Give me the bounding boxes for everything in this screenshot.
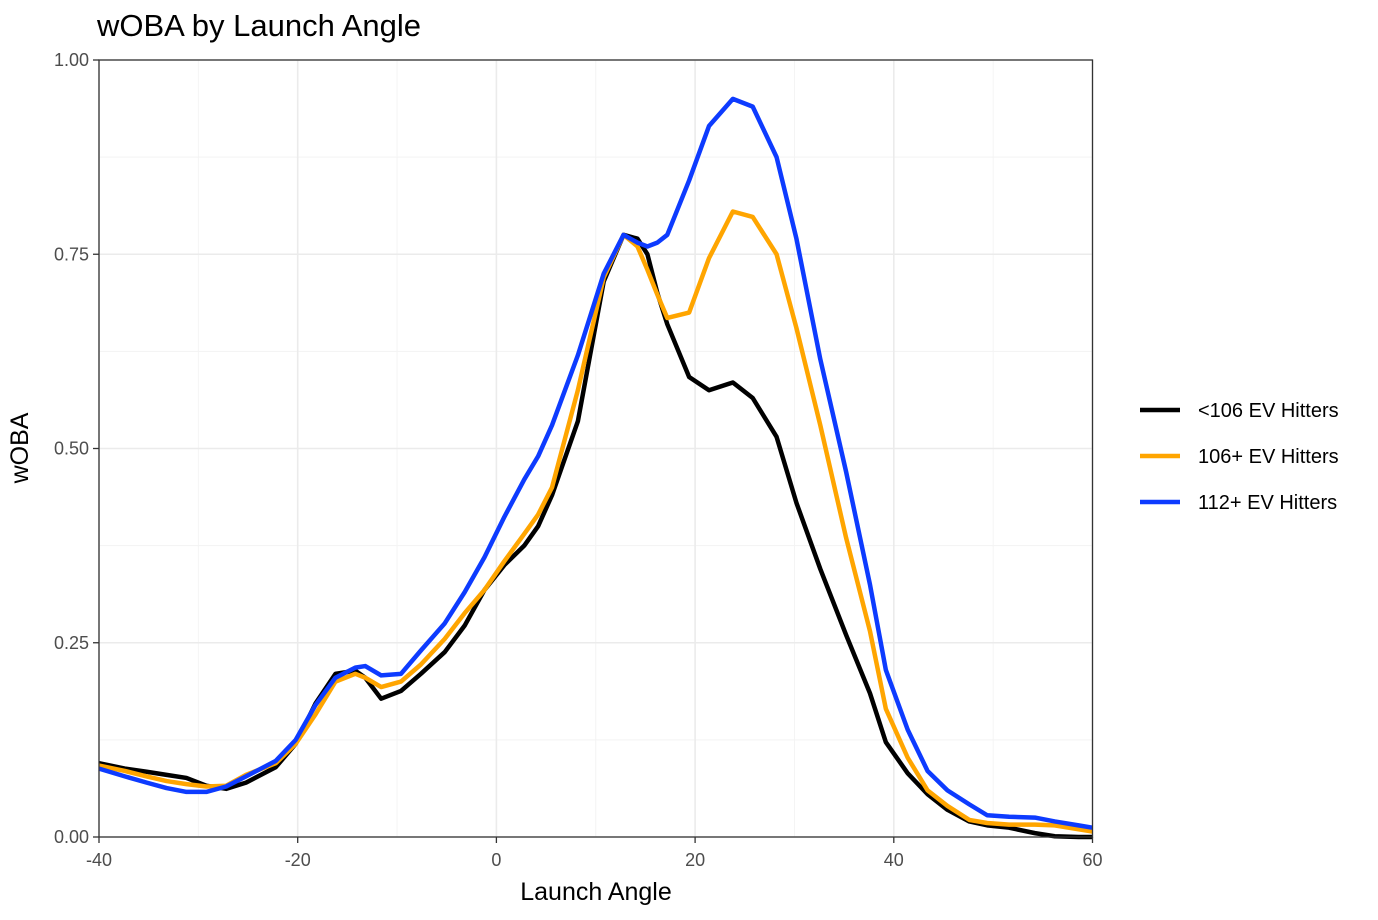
x-tick-label: 60: [1082, 850, 1102, 870]
x-tick-label: 0: [491, 850, 501, 870]
x-axis: -40 -20 0 20 40 60: [86, 837, 1103, 870]
x-tick-label: 40: [884, 850, 904, 870]
y-axis-title: wOBA: [6, 412, 34, 484]
legend-label-2: 106+ EV Hitters: [1198, 446, 1339, 468]
legend-label-1: <106 EV Hitters: [1198, 400, 1339, 422]
legend-label-3: 112+ EV Hitters: [1198, 492, 1337, 514]
series-line-3: [98, 96, 1093, 830]
y-tick-label: 1.00: [54, 50, 89, 70]
x-axis-title: Launch Angle: [520, 878, 672, 906]
x-tick-label: -40: [86, 850, 112, 870]
series-lines: [98, 96, 1093, 840]
x-tick-label: -20: [285, 850, 311, 870]
x-tick-label: 20: [685, 850, 705, 870]
chart-title: wOBA by Launch Angle: [96, 8, 421, 43]
legend: <106 EV Hitters 106+ EV Hitters 112+ EV Hi…: [1140, 400, 1339, 514]
y-tick-label: 0.75: [54, 244, 89, 264]
grid-lines: [98, 59, 1094, 838]
y-tick-label: 0.00: [54, 827, 89, 847]
y-axis: 0.00 0.25 0.50 0.75 1.00: [54, 50, 99, 847]
y-tick-label: 0.25: [54, 633, 89, 653]
y-tick-label: 0.50: [54, 439, 89, 459]
